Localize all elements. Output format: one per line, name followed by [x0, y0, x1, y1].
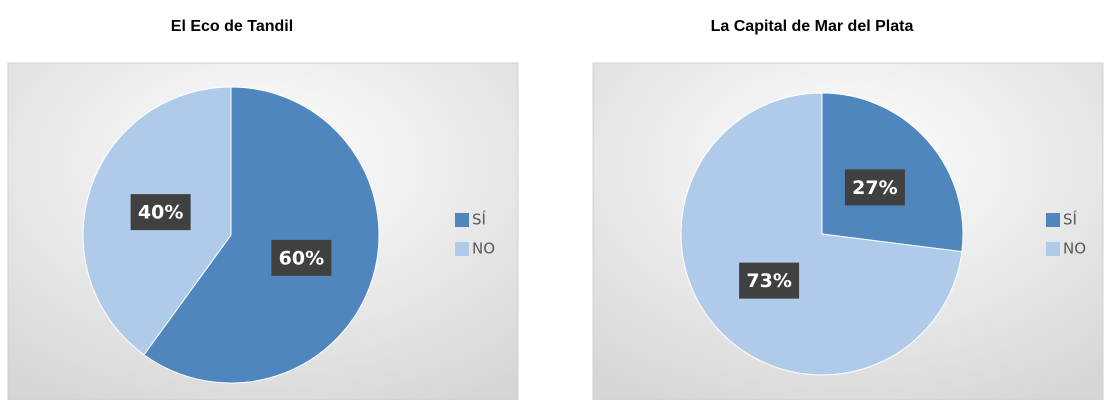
pie-slice [143, 86, 380, 384]
legend-swatch [455, 213, 469, 227]
chart-title: La Capital de Mar del Plata [711, 18, 914, 35]
legend-swatch [1046, 242, 1060, 256]
legend-swatch [1046, 213, 1060, 227]
legend-label: NO [1063, 240, 1086, 258]
data-label-box [130, 194, 191, 231]
data-label: 73% [746, 270, 791, 292]
legend-label: SÍ [1063, 210, 1077, 229]
data-label: 27% [852, 177, 897, 199]
data-label-box [844, 169, 905, 206]
data-label-box [271, 239, 332, 276]
legend-swatch [455, 242, 469, 256]
pie-slice [680, 92, 963, 376]
legend-label: SÍ [472, 210, 486, 229]
data-label-box [739, 262, 800, 299]
chart-title: El Eco de Tandil [171, 18, 293, 35]
legend-label: NO [472, 240, 495, 258]
data-label: 60% [279, 247, 324, 269]
data-label: 40% [138, 202, 183, 224]
